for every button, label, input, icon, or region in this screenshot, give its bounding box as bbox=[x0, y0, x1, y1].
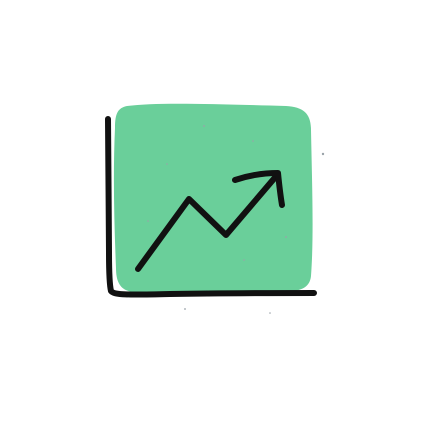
speckle-dot bbox=[252, 140, 254, 142]
chart-axes bbox=[105, 116, 317, 298]
speckle-dot bbox=[166, 163, 168, 165]
speckle-dot bbox=[243, 259, 245, 261]
texture-speckles bbox=[147, 125, 325, 314]
speckle-dot bbox=[285, 236, 287, 238]
trend-arrowhead bbox=[232, 170, 285, 208]
trend-line bbox=[135, 171, 281, 272]
speckle-dot bbox=[203, 125, 205, 127]
speckle-dot bbox=[147, 220, 149, 222]
chart-panel bbox=[113, 103, 313, 293]
speckle-dot bbox=[321, 152, 325, 156]
speckle-dot bbox=[184, 308, 186, 310]
speckle-dot bbox=[269, 312, 271, 314]
